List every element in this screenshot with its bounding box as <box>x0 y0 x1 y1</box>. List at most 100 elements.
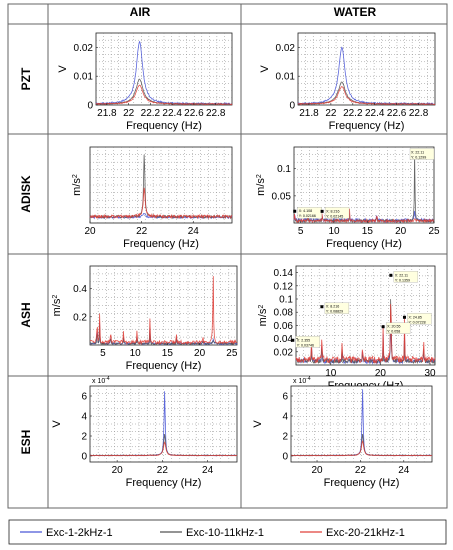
data-tip-label: Y: 0.058 <box>387 330 400 334</box>
data-tip-label: X: 2.355 <box>297 338 310 342</box>
x-tick-label: 20 <box>112 465 124 476</box>
x-tick-label: 24 <box>202 465 214 476</box>
data-tip-box <box>409 148 435 160</box>
y-axis-label: m/s2 <box>51 295 63 317</box>
series-line <box>89 441 238 457</box>
x-tick-label: 22 <box>325 108 337 119</box>
y-tick-label: 0 <box>87 101 93 112</box>
row-label-adisk: ADISK <box>19 175 33 213</box>
x-tick-label: 24 <box>398 465 410 476</box>
data-tip-label: Y: 0.07228 <box>408 320 425 324</box>
data-tip-marker <box>320 209 324 213</box>
x-tick-label: 10 <box>130 348 142 359</box>
data-tip-label: Y: 0.03746 <box>297 343 314 347</box>
y-axis-label: m/s2 <box>71 174 83 196</box>
y-tick-label: 0.4 <box>73 284 87 295</box>
y-tick-label: 0.06 <box>274 321 294 332</box>
y-tick-label: 0.1 <box>279 295 293 306</box>
data-tip-marker <box>293 209 297 213</box>
y-tick-label: 0.02 <box>276 43 296 54</box>
y-axis-label: m/s2 <box>257 305 269 327</box>
x-tick-label: 22.6 <box>387 108 407 119</box>
x-tick-label: 22.8 <box>409 108 429 119</box>
data-tip-label: Y: 0.1299 <box>411 155 426 159</box>
y-axis-label: V <box>51 420 63 428</box>
data-tip-box <box>385 322 411 334</box>
series-line <box>293 208 435 224</box>
x-tick-label: 10 <box>325 368 337 379</box>
y-tick-label: 0.02 <box>274 347 294 358</box>
data-tip-label: X: 8.216 <box>326 209 339 213</box>
y-multiplier-exponent: -4 <box>105 376 110 382</box>
y-tick-label: 0.04 <box>274 334 294 345</box>
data-tip-label: Y: 0.08829 <box>326 310 343 314</box>
y-multiplier: x 10-4 <box>92 376 110 385</box>
y-tick-label: 2 <box>81 432 87 443</box>
y-tick-label: 0.08 <box>274 308 294 319</box>
x-tick-label: 15 <box>362 226 374 237</box>
x-tick-label: 22.2 <box>141 108 161 119</box>
x-tick-label: 22 <box>157 465 169 476</box>
series-line <box>89 187 233 220</box>
y-tick-label: 0.01 <box>276 72 296 83</box>
series-line <box>290 440 433 457</box>
y-tick-label: 2 <box>282 432 288 443</box>
y-axis-label: V <box>252 420 264 428</box>
y-axis-label-exponent: 2 <box>72 174 79 178</box>
data-tip-marker <box>320 305 324 309</box>
legend-label: Exc-10-11kHz-1 <box>186 527 264 539</box>
chart-pzt-water: 21.8 22 22.2 22.4 22.6 22.8 0 0.01 0.02 Frequency… <box>259 32 436 132</box>
x-tick-label: 21.8 <box>97 108 117 119</box>
data-tip: X: 22.11Y: 0.1299 <box>409 148 435 160</box>
series-line <box>95 84 233 106</box>
plot-grid <box>96 33 232 105</box>
plot-grid <box>90 147 232 223</box>
x-tick-label: 15 <box>162 348 174 359</box>
y-tick-label: 0.12 <box>274 281 294 292</box>
legend-box <box>8 519 447 545</box>
chart-pzt-air: 21.8 22 22.2 22.4 22.6 22.8 0 0.01 0.02 Frequency… <box>57 32 233 132</box>
x-tick-label: 21.8 <box>299 108 319 119</box>
y-tick-label: 0 <box>289 101 295 112</box>
y-axis-label: m/s2 <box>255 174 267 196</box>
chart-panels: 21.8 22 22.2 22.4 22.6 22.800.010.02Frequency… <box>51 32 440 489</box>
data-tip-label: Y: 0.02166 <box>299 214 316 218</box>
x-tick-label: 22 <box>123 108 135 119</box>
data-tip-label: X: 22.11 <box>395 273 408 277</box>
row-label-ash: ASH <box>19 302 33 327</box>
chart-ash-air: 5 10 15 20 25 0.2 0.4 Frequency (Hz) m/s2 <box>51 265 238 372</box>
data-tip-marker <box>402 315 406 319</box>
y-tick-label: 4 <box>282 412 288 423</box>
plot-grid <box>296 266 435 365</box>
y-tick-label: 0.2 <box>73 312 87 323</box>
x-axis-label: Frequency (Hz) <box>126 120 202 132</box>
data-tip-label: Y: 0.1359 <box>395 278 410 282</box>
data-tip-box <box>393 271 419 283</box>
legend-label: Exc-20-21kHz-1 <box>326 527 405 539</box>
x-axis-label: Frequency (Hz) <box>326 238 402 250</box>
x-tick-label: 5 <box>100 348 106 359</box>
series-line <box>297 85 436 106</box>
y-tick-label: 0.1 <box>277 164 291 175</box>
x-axis-label: Frequency (Hz) <box>123 238 199 250</box>
row-label-esh: ESH <box>19 430 33 455</box>
x-tick-label: 30 <box>424 368 436 379</box>
plot-grid <box>90 266 237 345</box>
data-tip-label: X: 4.108 <box>299 209 312 213</box>
data-tip: X: 20.55Y: 0.058 <box>381 322 411 334</box>
legend: Exc-1-2kHz-1 Exc-10-11kHz-1 Exc-20-21kHz-1 <box>8 519 447 545</box>
data-tip-label: X: 22.11 <box>411 150 424 154</box>
x-tick-label: 25 <box>428 226 440 237</box>
y-axis-label-exponent: 2 <box>52 295 59 299</box>
x-tick-label: 22.4 <box>162 108 182 119</box>
data-tip-label: X: 20.55 <box>387 325 400 329</box>
